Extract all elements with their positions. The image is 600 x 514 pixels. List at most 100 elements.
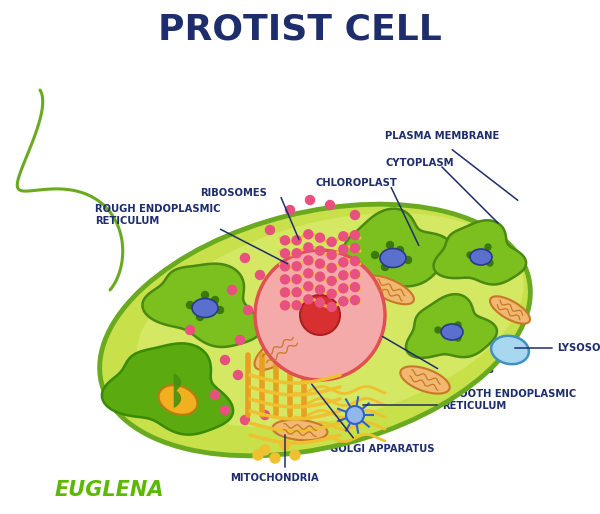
Circle shape (304, 282, 313, 291)
Text: SMOOTH ENDOPLASMIC
RETICULUM: SMOOTH ENDOPLASMIC RETICULUM (442, 389, 576, 411)
Circle shape (316, 233, 325, 242)
Circle shape (292, 236, 301, 245)
Circle shape (270, 453, 280, 463)
Circle shape (346, 406, 364, 424)
Text: MITOCHONDRIA: MITOCHONDRIA (230, 473, 319, 483)
Circle shape (292, 262, 301, 271)
Ellipse shape (366, 276, 414, 304)
Circle shape (316, 285, 325, 294)
Circle shape (235, 336, 245, 344)
Circle shape (350, 211, 359, 219)
Circle shape (280, 440, 290, 450)
Ellipse shape (400, 366, 450, 394)
Circle shape (281, 275, 290, 284)
Text: PLASMA MEMBRANE: PLASMA MEMBRANE (385, 131, 499, 141)
Circle shape (281, 236, 290, 245)
Ellipse shape (441, 324, 463, 340)
Circle shape (397, 247, 404, 253)
Circle shape (327, 302, 336, 311)
Circle shape (304, 230, 313, 239)
Circle shape (260, 445, 270, 455)
Circle shape (487, 260, 493, 266)
Circle shape (304, 256, 313, 265)
Text: LYSOSOME: LYSOSOME (557, 343, 600, 353)
Circle shape (382, 264, 389, 270)
Polygon shape (434, 221, 526, 284)
Circle shape (467, 252, 473, 258)
Circle shape (404, 256, 412, 264)
Ellipse shape (272, 420, 328, 440)
Circle shape (316, 298, 325, 307)
Text: RIBOSOMES: RIBOSOMES (200, 188, 267, 198)
Text: CHLOROPLAST: CHLOROPLAST (315, 178, 397, 188)
Circle shape (197, 314, 203, 321)
Circle shape (327, 250, 336, 260)
Circle shape (485, 244, 491, 250)
Polygon shape (337, 209, 451, 297)
Circle shape (292, 275, 301, 284)
Circle shape (202, 291, 209, 299)
Circle shape (217, 306, 223, 314)
Circle shape (256, 270, 265, 280)
Circle shape (300, 295, 340, 335)
Circle shape (290, 450, 300, 460)
Polygon shape (142, 264, 261, 347)
Circle shape (455, 335, 461, 341)
Circle shape (339, 297, 348, 306)
Text: ROUGH ENDOPLASMIC
RETICULUM: ROUGH ENDOPLASMIC RETICULUM (95, 204, 221, 226)
Circle shape (281, 249, 290, 258)
Circle shape (281, 288, 290, 297)
Circle shape (327, 263, 336, 272)
Text: GOLGI APPARATUS: GOLGI APPARATUS (330, 444, 434, 454)
Circle shape (316, 246, 325, 255)
Circle shape (244, 305, 253, 315)
Circle shape (253, 450, 263, 460)
Circle shape (304, 269, 313, 278)
Circle shape (221, 356, 229, 364)
Text: CYTOPLASM: CYTOPLASM (385, 158, 454, 168)
Circle shape (255, 250, 385, 380)
Circle shape (325, 200, 335, 210)
Circle shape (233, 371, 242, 379)
Circle shape (350, 256, 359, 266)
Circle shape (221, 406, 229, 414)
Circle shape (292, 301, 301, 310)
Circle shape (371, 251, 379, 259)
Circle shape (187, 302, 193, 308)
Text: PROTIST CELL: PROTIST CELL (158, 13, 442, 47)
Ellipse shape (192, 299, 218, 318)
Circle shape (339, 271, 348, 280)
Circle shape (350, 270, 359, 279)
Circle shape (327, 277, 336, 285)
Circle shape (304, 295, 313, 304)
Ellipse shape (158, 385, 197, 415)
Circle shape (386, 242, 394, 248)
Circle shape (281, 301, 290, 310)
Circle shape (350, 283, 359, 291)
Circle shape (292, 249, 301, 258)
Circle shape (350, 231, 359, 240)
Circle shape (211, 391, 220, 399)
Ellipse shape (490, 296, 530, 324)
Circle shape (316, 259, 325, 268)
Circle shape (260, 411, 269, 419)
Ellipse shape (136, 213, 524, 427)
Circle shape (227, 285, 236, 295)
Circle shape (305, 195, 314, 205)
Circle shape (212, 297, 218, 303)
Circle shape (339, 232, 348, 241)
Circle shape (339, 245, 348, 254)
Circle shape (327, 237, 336, 246)
Circle shape (241, 415, 250, 425)
Ellipse shape (470, 249, 492, 265)
Circle shape (316, 272, 325, 281)
Circle shape (241, 253, 250, 263)
Circle shape (339, 258, 348, 267)
Ellipse shape (380, 248, 406, 267)
Circle shape (350, 296, 359, 305)
Circle shape (350, 244, 359, 253)
Circle shape (185, 325, 194, 335)
Circle shape (327, 289, 336, 298)
Text: EUGLENA: EUGLENA (55, 480, 164, 500)
Circle shape (292, 288, 301, 297)
